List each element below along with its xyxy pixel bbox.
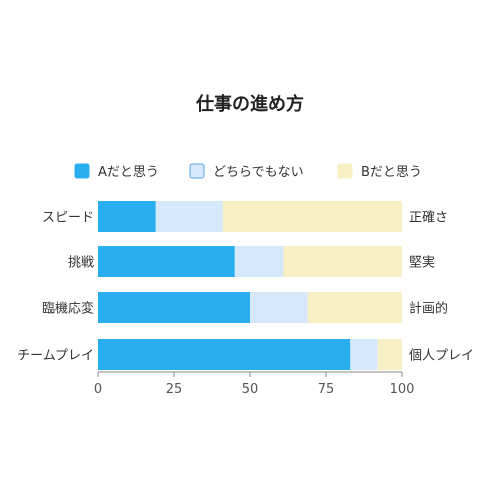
bar-segment-4-3	[377, 339, 402, 370]
bar-segment-4-1	[98, 339, 351, 370]
bar-segment-3-2	[250, 292, 308, 323]
bar-segment-3-3	[307, 292, 402, 323]
x-tick-label-1: 0	[94, 382, 102, 397]
bar-segment-3-1	[98, 292, 250, 323]
bar-segment-2-2	[234, 246, 284, 277]
bar-segment-1-2	[155, 201, 223, 232]
x-axis: 0 25 50 75 100	[94, 371, 415, 397]
bar-segment-4-2	[350, 339, 378, 370]
bar-segment-1-1	[98, 201, 156, 232]
legend-label-3: Bだと思う	[361, 165, 422, 180]
category-label-left-1: スピード	[42, 211, 94, 226]
bar-segment-2-1	[98, 246, 235, 277]
x-tick-label-3: 50	[242, 382, 259, 397]
x-tick-label-4: 75	[318, 382, 335, 397]
legend-swatch-2	[189, 163, 205, 179]
legend-swatch-1	[74, 163, 90, 179]
x-tick-label-5: 100	[390, 382, 415, 397]
legend-label-2: どちらでもない	[213, 165, 304, 180]
bar-segment-1-3	[222, 201, 402, 232]
category-label-left-2: 挑戦	[68, 256, 94, 271]
legend: Aだと思う どちらでもない Bだと思う	[74, 163, 422, 180]
category-label-right-3: 計画的	[409, 301, 448, 317]
bars	[98, 201, 402, 370]
category-label-right-4: 個人プレイ	[409, 349, 474, 364]
x-tick-label-2: 25	[166, 382, 183, 397]
bar-segment-2-3	[283, 246, 402, 277]
category-label-right-1: 正確さ	[409, 210, 448, 226]
legend-label-1: Aだと思う	[98, 165, 159, 180]
legend-swatch-3	[337, 163, 353, 179]
category-label-left-3: 臨機応変	[42, 301, 94, 317]
chart-title: 仕事の進め方	[195, 93, 304, 115]
category-label-right-2: 堅実	[409, 255, 435, 271]
category-label-left-4: チームプレイ	[17, 349, 94, 364]
